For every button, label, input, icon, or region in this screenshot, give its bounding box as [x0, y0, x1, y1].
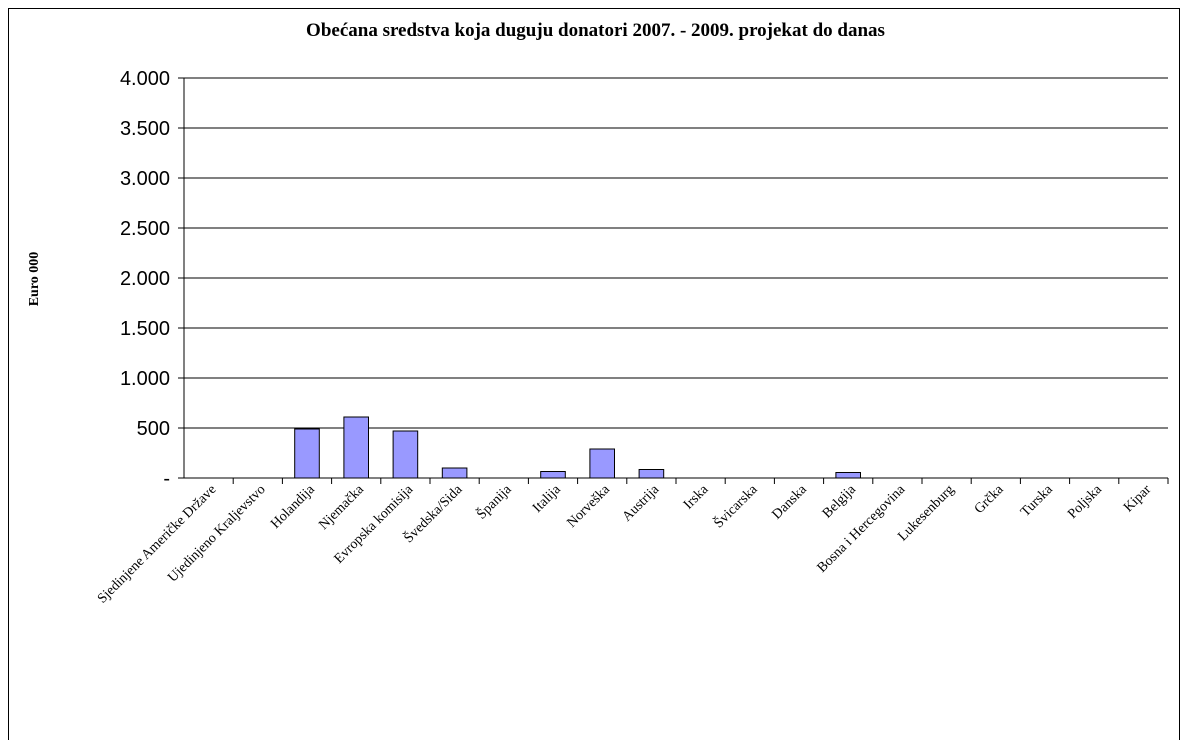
y-tick-label: 3.000 [120, 168, 170, 190]
x-tick-label: Kipar [1121, 482, 1154, 515]
x-tick-label: Holandija [268, 482, 318, 532]
x-tick-label: Danska [770, 482, 811, 523]
y-tick-label: 500 [137, 418, 170, 440]
bar [638, 469, 665, 479]
x-tick-label: Belgija [820, 482, 860, 522]
bar [343, 416, 369, 479]
y-tick-label: 2.500 [120, 218, 170, 240]
chart-frame [8, 8, 1180, 740]
bar [540, 471, 566, 479]
y-tick-label: 1.500 [120, 318, 170, 340]
y-tick-label: 3.500 [120, 118, 170, 140]
x-tick-label: Norveška [564, 482, 613, 531]
y-tick-label: 2.000 [120, 268, 170, 290]
y-tick-label: 4.000 [120, 68, 170, 90]
x-tick-label: Grčka [972, 482, 1007, 517]
x-tick-label: Italija [530, 482, 564, 516]
bar [835, 472, 862, 479]
x-tick-label: Poljska [1065, 482, 1105, 522]
bar [294, 428, 320, 479]
x-tick-label: Austrija [620, 482, 663, 525]
x-tick-label: Švicarska [710, 480, 761, 531]
x-tick-label: Irska [681, 482, 712, 513]
x-tick-label: Španija [473, 480, 515, 522]
bar [589, 448, 616, 479]
x-tick-label: Ujedinjeno Kraljevstvo [165, 482, 268, 585]
x-tick-label: Turska [1018, 482, 1056, 520]
y-tick-label: - [163, 468, 170, 490]
bar [392, 430, 419, 479]
x-tick-label: Bosna i Hercegovina [815, 482, 909, 576]
y-tick-label: 1.000 [120, 368, 170, 390]
x-tick-label: Njemačka [316, 482, 367, 533]
bar [441, 467, 468, 479]
chart-title: Obećana sredstva koja duguju donatori 20… [306, 20, 885, 41]
